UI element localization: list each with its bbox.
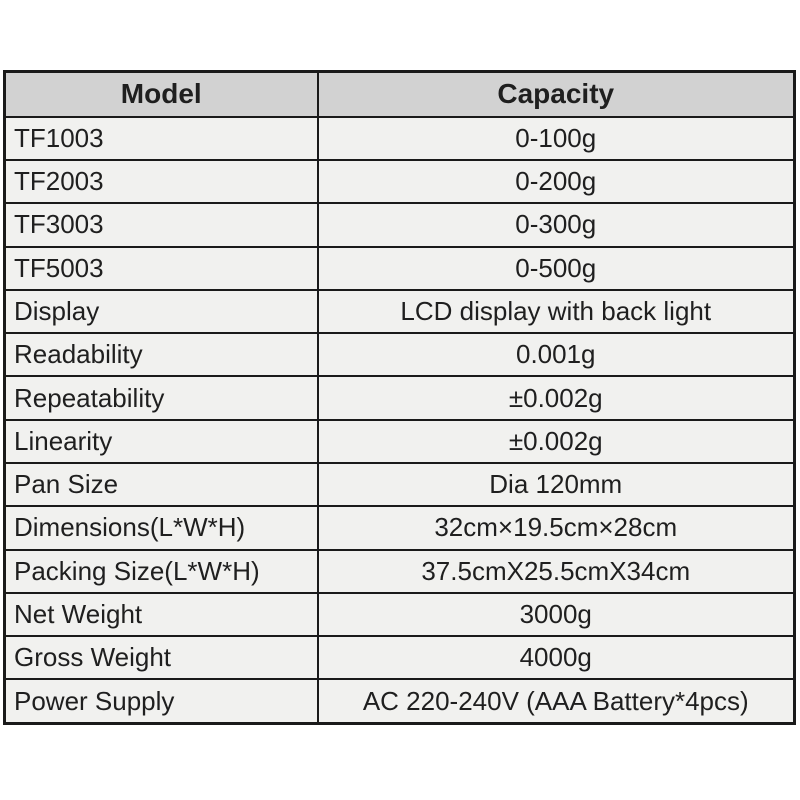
spec-value-cell: ±0.002g <box>316 418 796 465</box>
spec-value-cell: AC 220-240V (AAA Battery*4pcs) <box>316 678 796 725</box>
spec-label-cell: Readability <box>3 332 319 378</box>
spec-label-cell: TF1003 <box>3 115 319 162</box>
spec-label-cell: TF2003 <box>3 159 319 205</box>
spec-label-cell: Pan Size <box>3 461 319 508</box>
spec-value-cell: 0-200g <box>316 159 796 205</box>
spec-value-cell: ±0.002g <box>316 375 796 421</box>
spec-value-cell: 37.5cmX25.5cmX34cm <box>316 548 796 594</box>
spec-value-cell: 0-100g <box>316 115 796 162</box>
spec-value-cell: Dia 120mm <box>316 461 796 508</box>
spec-label-cell: Display <box>3 288 319 335</box>
spec-label-cell: Dimensions(L*W*H) <box>3 505 319 551</box>
spec-value-cell: 0-500g <box>316 245 796 291</box>
spec-row-display: Display LCD display with back light <box>3 288 796 335</box>
spec-row-power-supply: Power Supply AC 220-240V (AAA Battery*4p… <box>3 678 796 725</box>
spec-value-cell: 0-300g <box>316 202 796 248</box>
spec-value-cell: 32cm×19.5cm×28cm <box>316 505 796 551</box>
spec-label-cell: Gross Weight <box>3 635 319 681</box>
spec-label-cell: Repeatability <box>3 375 319 421</box>
column-header-capacity: Capacity <box>316 70 796 118</box>
spec-label-cell: Linearity <box>3 418 319 465</box>
spec-value-cell: LCD display with back light <box>316 288 796 335</box>
header-row: Model Capacity <box>3 70 796 118</box>
spec-value-cell: 4000g <box>316 635 796 681</box>
spec-row-repeatability: Repeatability ±0.002g <box>3 375 796 421</box>
spec-row-linearity: Linearity ±0.002g <box>3 418 796 465</box>
spec-row-tf5003: TF5003 0-500g <box>3 245 796 291</box>
spec-row-tf1003: TF1003 0-100g <box>3 115 796 162</box>
spec-row-net-weight: Net Weight 3000g <box>3 591 796 638</box>
spec-label-cell: Packing Size(L*W*H) <box>3 548 319 594</box>
spec-row-tf2003: TF2003 0-200g <box>3 159 796 205</box>
spec-row-dimensions: Dimensions(L*W*H) 32cm×19.5cm×28cm <box>3 505 796 551</box>
spec-value-cell: 0.001g <box>316 332 796 378</box>
spec-row-packing-size: Packing Size(L*W*H) 37.5cmX25.5cmX34cm <box>3 548 796 594</box>
spec-label-cell: Net Weight <box>3 591 319 638</box>
spec-row-tf3003: TF3003 0-300g <box>3 202 796 248</box>
column-header-model: Model <box>3 70 319 118</box>
spec-label-cell: Power Supply <box>3 678 319 725</box>
spec-row-gross-weight: Gross Weight 4000g <box>3 635 796 681</box>
spec-value-cell: 3000g <box>316 591 796 638</box>
spec-row-pan-size: Pan Size Dia 120mm <box>3 461 796 508</box>
spec-table: Model Capacity TF1003 0-100g TF2003 0-20… <box>3 70 796 725</box>
spec-label-cell: TF3003 <box>3 202 319 248</box>
spec-row-readability: Readability 0.001g <box>3 332 796 378</box>
spec-label-cell: TF5003 <box>3 245 319 291</box>
